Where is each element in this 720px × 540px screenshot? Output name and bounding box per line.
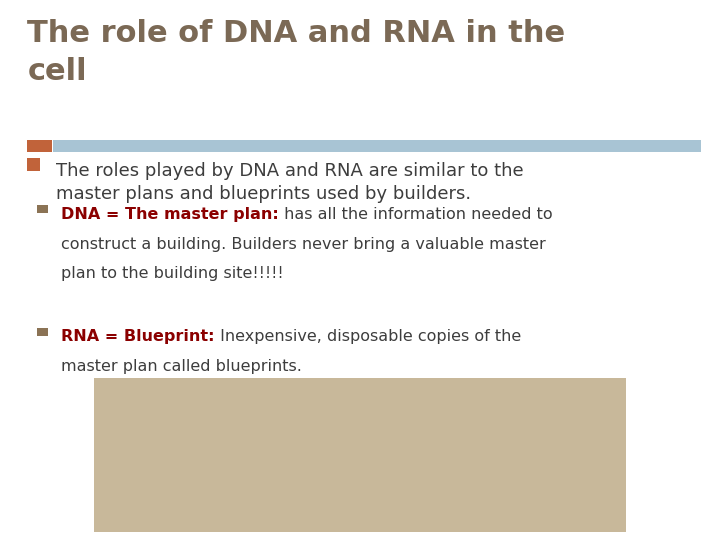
Bar (37, 328, 48, 336)
Bar (37, 205, 48, 213)
Text: Inexpensive, disposable copies of the: Inexpensive, disposable copies of the (215, 329, 521, 345)
Text: cell: cell (27, 57, 87, 86)
Text: plan to the building site!!!!!: plan to the building site!!!!! (61, 266, 284, 281)
Text: The role of DNA and RNA in the: The role of DNA and RNA in the (27, 19, 565, 48)
Bar (27, 140, 52, 152)
Text: construct a building. Builders never bring a valuable master: construct a building. Builders never bri… (61, 237, 546, 252)
Text: RNA = Blueprint:: RNA = Blueprint: (61, 329, 215, 345)
Bar (53, 140, 701, 152)
Text: DNA = The master plan:: DNA = The master plan: (61, 207, 279, 222)
Text: has all the information needed to: has all the information needed to (279, 207, 552, 222)
Text: The roles played by DNA and RNA are similar to the: The roles played by DNA and RNA are simi… (56, 162, 523, 180)
Text: master plan called blueprints.: master plan called blueprints. (61, 359, 302, 374)
Bar (27, 158, 40, 171)
Bar (94, 378, 626, 532)
Text: master plans and blueprints used by builders.: master plans and blueprints used by buil… (56, 185, 472, 203)
